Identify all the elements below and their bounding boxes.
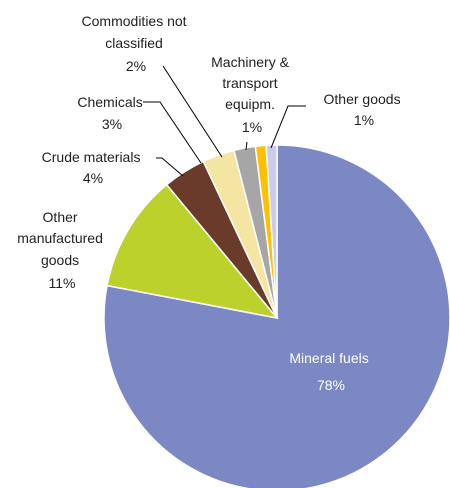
label-mineral-fuels: Mineral fuels 78% — [289, 350, 372, 393]
label-other-goods: Other goods 1% — [324, 91, 405, 128]
pie-slices — [103, 144, 450, 488]
label-other-manufactured-goods: Other manufactured goods 11% — [17, 209, 107, 291]
pie-slice-other-goods — [265, 144, 278, 319]
label-commodities-not-classified: Commodities not classified 2% — [82, 13, 191, 74]
label-chemicals: Chemicals 3% — [77, 94, 146, 132]
leader-line-machinery-transport — [245, 141, 248, 151]
leader-line-chemicals — [143, 101, 202, 164]
leader-line-other-goods — [270, 105, 306, 149]
leader-line-commodities-not-classified — [162, 65, 223, 158]
leader-line-crude-materials — [156, 157, 184, 177]
pie-slice-other-manufactured-goods — [106, 183, 279, 320]
label-machinery-transport: Machinery & transport equipm. 1% — [211, 54, 293, 135]
leader-lines — [143, 65, 306, 177]
pie-slice-mineral-fuels — [103, 144, 450, 488]
label-crude-materials: Crude materials 4% — [42, 149, 145, 186]
